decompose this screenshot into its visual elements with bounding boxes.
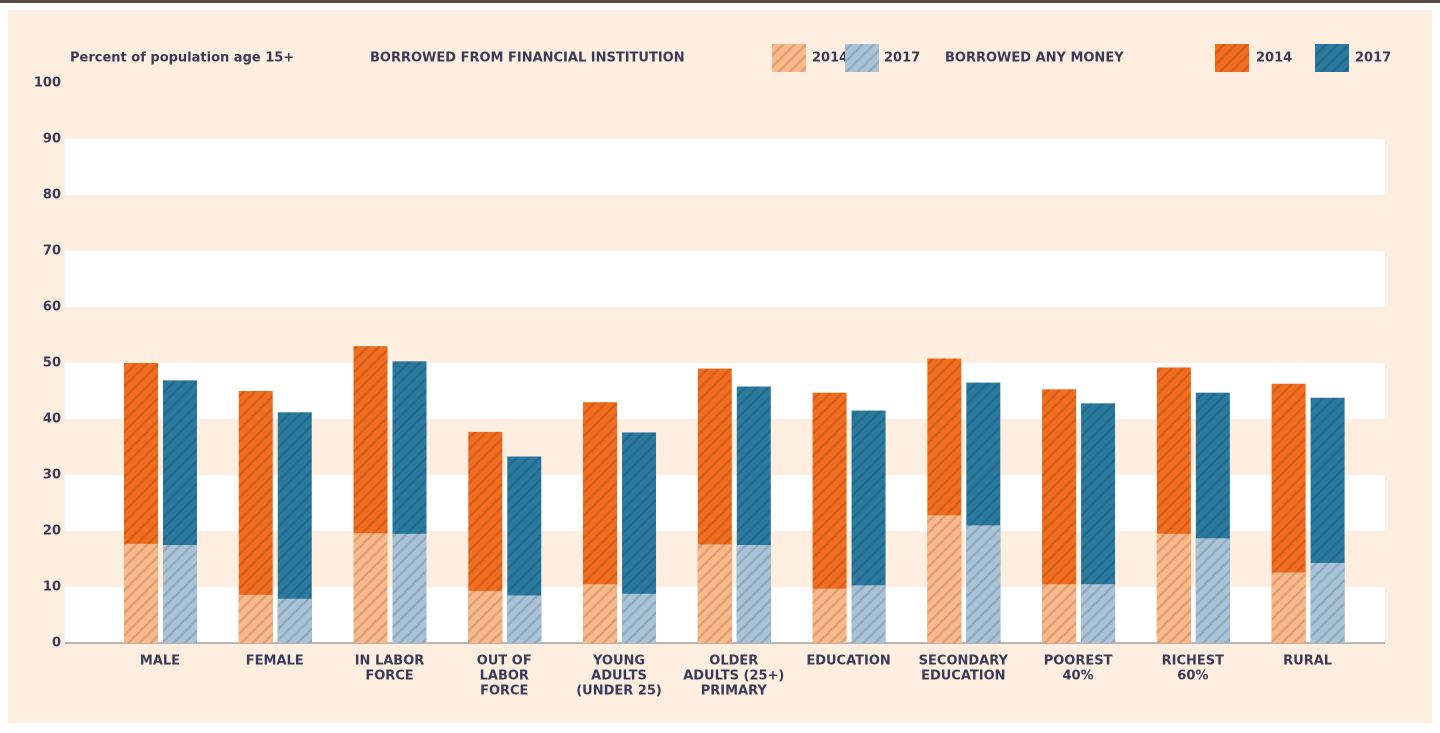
bar [353,533,388,643]
grid-band [65,139,1385,195]
bar [1081,584,1116,643]
y-tick-label: 80 [43,188,61,203]
bar [1310,562,1345,643]
bar [697,544,732,643]
y-tick-label: 20 [43,524,61,539]
x-tick-label: IN LABOR [355,654,425,669]
x-tick-label: RURAL [1283,654,1332,669]
bar [392,533,427,643]
x-tick-label: SECONDARY [919,654,1009,669]
legend-swatch [1315,44,1349,72]
bar [966,525,1001,643]
bar [123,543,158,643]
legend-group-label: BORROWED FROM FINANCIAL INSTITUTION [370,51,685,66]
x-tick-label: FORCE [365,669,413,684]
legend-swatch [845,44,879,72]
top-rule [0,0,1440,3]
legend-swatch [772,44,806,72]
y-tick-label: 30 [43,468,61,483]
bar [812,588,847,643]
bar [507,595,542,643]
legend-swatch [1215,44,1249,72]
x-tick-label: OLDER [709,654,758,669]
bar [277,598,312,643]
bar [1271,572,1306,643]
x-tick-label: POOREST [1044,654,1113,669]
y-tick-label: 60 [43,300,61,315]
bar [162,545,197,643]
legend-label: 2014 [812,51,848,66]
x-tick-label: 40% [1063,669,1094,684]
legend-label: 2017 [884,51,920,66]
x-tick-label: EDUCATION [921,669,1005,684]
y-tick-label: 70 [43,244,61,259]
bar [1195,538,1230,643]
x-tick-label: RICHEST [1162,654,1225,669]
y-axis-label: Percent of population age 15+ [70,51,294,66]
x-tick-label: ADULTS [591,669,647,684]
bar [736,545,771,643]
x-tick-label: FEMALE [246,654,304,669]
x-tick-label: LABOR [480,669,529,684]
bar [583,584,618,643]
x-tick-label: ADULTS (25+) [683,669,784,684]
bar [927,515,962,643]
legend-label: 2014 [1256,51,1292,66]
y-tick-label: 10 [43,580,61,595]
y-tick-label: 90 [43,132,61,147]
x-tick-label: EDUCATION [806,654,890,669]
x-tick-label: YOUNG [592,654,645,669]
bar [1042,584,1077,643]
y-tick-label: 50 [43,356,61,371]
legend-group-label: BORROWED ANY MONEY [945,51,1124,66]
x-tick-label: OUT OF [477,654,532,669]
x-tick-label: 60% [1177,669,1208,684]
bar [851,585,886,643]
x-tick-label: (UNDER 25) [576,684,662,699]
x-tick-label: FORCE [480,684,528,699]
bar [238,594,273,643]
x-tick-label: MALE [140,654,180,669]
y-tick-label: 100 [34,76,61,91]
bar [622,593,657,643]
grid-band [65,251,1385,307]
y-tick-label: 40 [43,412,61,427]
legend-label: 2017 [1355,51,1391,66]
bar [1156,533,1191,643]
bar [468,590,503,643]
x-tick-label: PRIMARY [701,684,768,699]
y-tick-label: 0 [52,636,61,651]
